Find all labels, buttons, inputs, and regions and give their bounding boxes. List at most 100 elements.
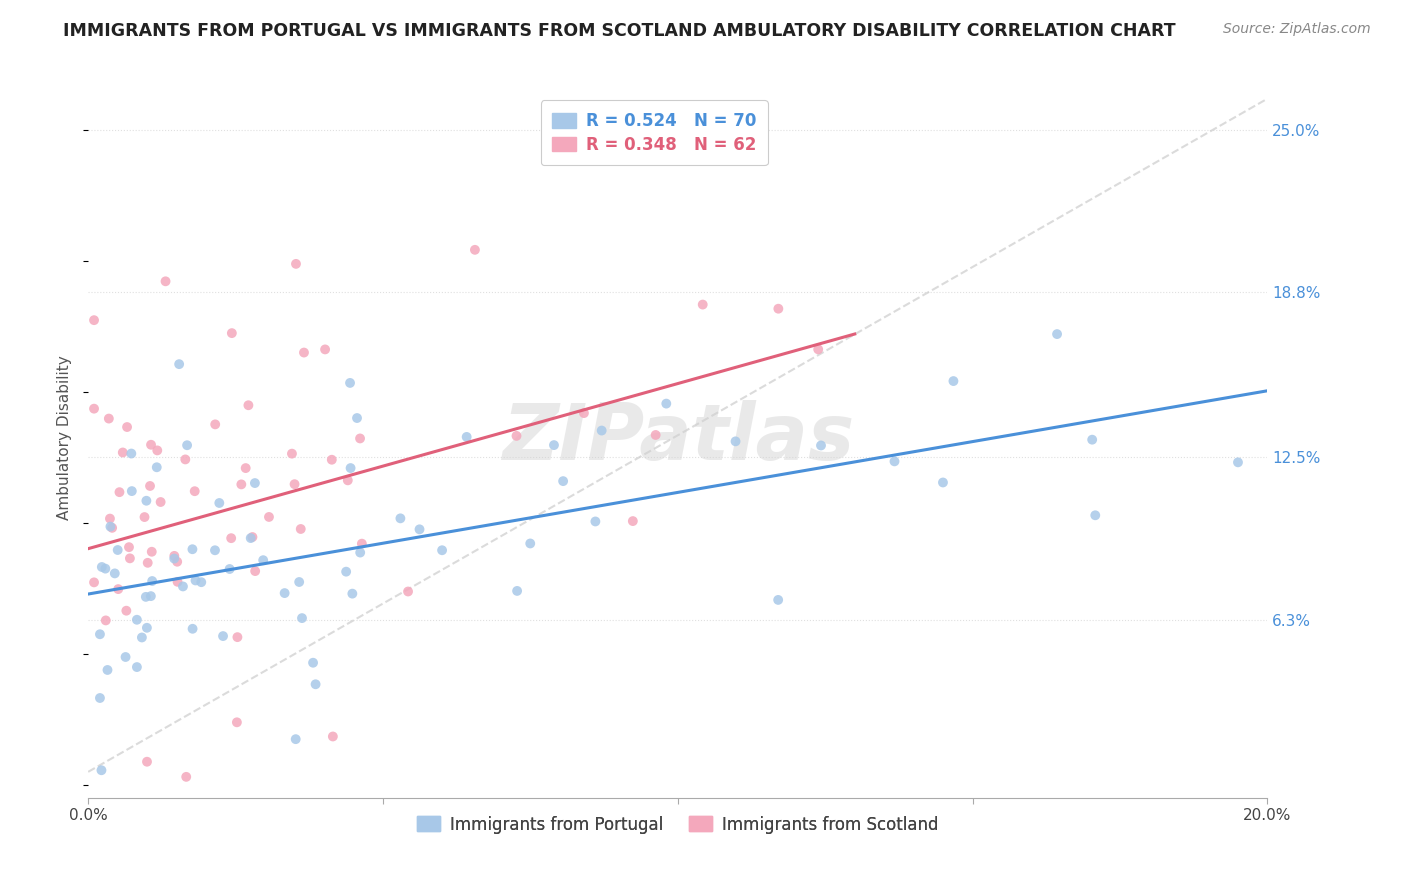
Point xyxy=(226,630,249,644)
Point xyxy=(145,460,167,475)
Point xyxy=(146,443,169,458)
Point xyxy=(583,515,606,529)
Point xyxy=(90,560,112,574)
Point xyxy=(810,438,832,452)
Point xyxy=(1084,508,1107,523)
Text: Source: ZipAtlas.com: Source: ZipAtlas.com xyxy=(1223,22,1371,37)
Point xyxy=(456,430,478,444)
Point xyxy=(349,432,371,446)
Point xyxy=(349,545,371,559)
Point xyxy=(219,531,242,545)
Point xyxy=(148,824,170,838)
Point xyxy=(90,764,112,778)
Point xyxy=(139,438,162,452)
Point xyxy=(176,438,198,452)
Point xyxy=(176,809,198,823)
Point xyxy=(89,691,111,706)
Point xyxy=(101,521,124,535)
Point xyxy=(519,536,541,550)
Point xyxy=(184,574,207,588)
Point xyxy=(163,549,186,563)
Point xyxy=(83,313,105,327)
Y-axis label: Ambulatory Disability: Ambulatory Disability xyxy=(58,355,72,520)
Point xyxy=(104,566,127,581)
Point xyxy=(572,406,595,420)
Point xyxy=(1046,327,1069,342)
Point xyxy=(218,562,240,576)
Point xyxy=(281,447,304,461)
Point xyxy=(257,510,280,524)
Point xyxy=(221,326,243,340)
Point xyxy=(883,454,905,468)
Point xyxy=(314,343,336,357)
Point xyxy=(107,582,129,596)
Point xyxy=(1081,433,1104,447)
Point xyxy=(212,629,235,643)
Point xyxy=(591,424,613,438)
Point xyxy=(285,257,308,271)
Point xyxy=(342,587,364,601)
Point xyxy=(208,496,231,510)
Point xyxy=(242,530,264,544)
Point xyxy=(430,543,453,558)
Point xyxy=(273,586,295,600)
Point xyxy=(655,396,678,410)
Point xyxy=(174,770,197,784)
Point xyxy=(302,656,325,670)
Point xyxy=(322,730,344,744)
Point xyxy=(766,593,789,607)
Text: ZIPatlas: ZIPatlas xyxy=(502,400,853,475)
Point xyxy=(291,611,314,625)
Point xyxy=(83,575,105,590)
Point xyxy=(174,452,197,467)
Point xyxy=(336,473,359,487)
Point xyxy=(155,274,177,288)
Point xyxy=(83,401,105,416)
Point xyxy=(108,485,131,500)
Point xyxy=(115,420,138,434)
Point xyxy=(94,561,117,575)
Point xyxy=(389,511,412,525)
Point xyxy=(284,477,307,491)
Point xyxy=(135,590,157,604)
Point xyxy=(225,715,247,730)
Point xyxy=(136,556,159,570)
Point xyxy=(346,411,368,425)
Point xyxy=(190,575,212,590)
Point xyxy=(114,650,136,665)
Point xyxy=(96,663,118,677)
Point xyxy=(335,565,357,579)
Point xyxy=(339,376,361,390)
Point xyxy=(768,301,790,316)
Point xyxy=(183,484,205,499)
Point xyxy=(350,536,373,550)
Point xyxy=(292,345,315,359)
Point xyxy=(304,677,326,691)
Point xyxy=(204,417,226,432)
Point xyxy=(724,434,747,449)
Point xyxy=(125,660,148,674)
Point xyxy=(644,428,666,442)
Point xyxy=(125,613,148,627)
Point xyxy=(252,553,274,567)
Point xyxy=(163,551,186,566)
Point xyxy=(231,477,253,491)
Point xyxy=(1226,455,1249,469)
Point xyxy=(942,374,965,388)
Point xyxy=(166,555,188,569)
Point xyxy=(94,614,117,628)
Point xyxy=(290,522,312,536)
Point xyxy=(621,514,644,528)
Point xyxy=(118,540,141,554)
Point xyxy=(284,732,307,747)
Point xyxy=(543,438,565,452)
Point xyxy=(408,522,430,536)
Point xyxy=(807,343,830,357)
Point xyxy=(118,551,141,566)
Point xyxy=(553,474,575,488)
Point xyxy=(121,484,143,499)
Point xyxy=(104,798,127,813)
Point xyxy=(321,452,343,467)
Point xyxy=(243,476,266,491)
Point xyxy=(136,755,159,769)
